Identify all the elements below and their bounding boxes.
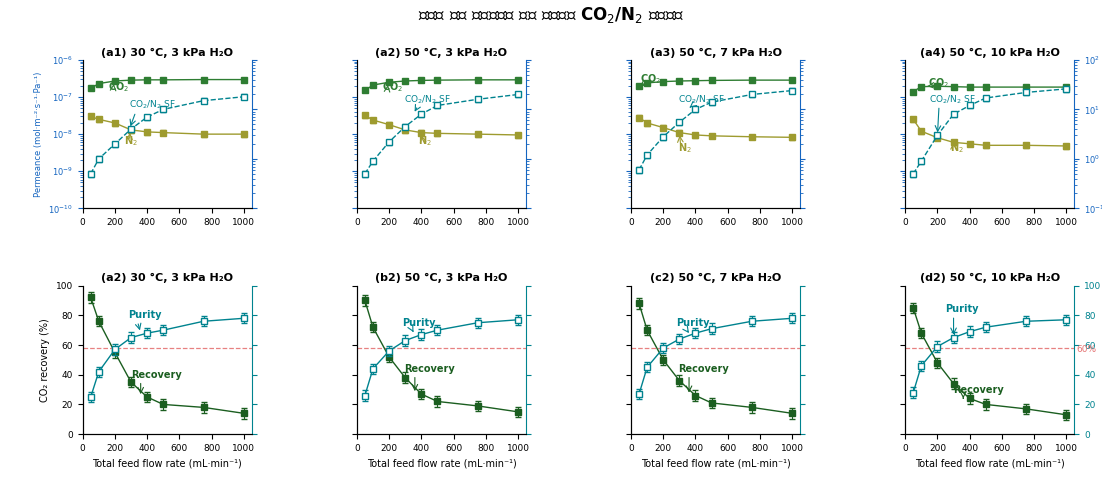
Text: CO$_2$/N$_2$ SF: CO$_2$/N$_2$ SF — [403, 93, 451, 106]
Text: N$_2$: N$_2$ — [418, 134, 432, 148]
Text: Purity: Purity — [402, 318, 435, 328]
Title: (a1) 30 °C, 3 kPa H₂O: (a1) 30 °C, 3 kPa H₂O — [101, 47, 234, 58]
Title: (d2) 50 °C, 10 kPa H₂O: (d2) 50 °C, 10 kPa H₂O — [920, 273, 1060, 283]
Text: Purity: Purity — [946, 304, 979, 314]
Title: (a3) 50 °C, 7 kPa H₂O: (a3) 50 °C, 7 kPa H₂O — [650, 47, 781, 58]
Text: Recovery: Recovery — [679, 364, 730, 374]
Text: Recovery: Recovery — [953, 385, 1004, 395]
Text: Recovery: Recovery — [131, 370, 182, 380]
Text: CO$_2$: CO$_2$ — [108, 80, 129, 94]
Text: Recovery: Recovery — [404, 364, 455, 374]
Text: N$_2$: N$_2$ — [678, 141, 692, 155]
Text: Purity: Purity — [128, 310, 161, 320]
Text: CO$_2$/N$_2$ SF: CO$_2$/N$_2$ SF — [929, 93, 976, 106]
Text: CO$_2$: CO$_2$ — [928, 76, 949, 90]
Text: 60%: 60% — [1076, 345, 1096, 354]
Title: (a2) 50 °C, 3 kPa H₂O: (a2) 50 °C, 3 kPa H₂O — [376, 47, 507, 58]
X-axis label: Total feed flow rate (mL·min⁻¹): Total feed flow rate (mL·min⁻¹) — [93, 459, 242, 469]
Title: (a2) 30 °C, 3 kPa H₂O: (a2) 30 °C, 3 kPa H₂O — [101, 273, 234, 283]
X-axis label: Total feed flow rate (mL·min⁻¹): Total feed flow rate (mL·min⁻¹) — [915, 459, 1065, 469]
X-axis label: Total feed flow rate (mL·min⁻¹): Total feed flow rate (mL·min⁻¹) — [640, 459, 790, 469]
Title: (c2) 50 °C, 7 kPa H₂O: (c2) 50 °C, 7 kPa H₂O — [650, 273, 781, 283]
Text: CO$_2$/N$_2$ SF: CO$_2$/N$_2$ SF — [129, 98, 176, 111]
Title: (a4) 50 °C, 10 kPa H₂O: (a4) 50 °C, 10 kPa H₂O — [920, 47, 1060, 58]
Y-axis label: CO₂ recovery (%): CO₂ recovery (%) — [40, 318, 50, 402]
X-axis label: Total feed flow rate (mL·min⁻¹): Total feed flow rate (mL·min⁻¹) — [367, 459, 517, 469]
Text: Purity: Purity — [677, 318, 710, 328]
Text: CO$_2$: CO$_2$ — [640, 72, 661, 86]
Y-axis label: Permeance (mol·m⁻²·s⁻¹·Pa⁻¹): Permeance (mol·m⁻²·s⁻¹·Pa⁻¹) — [34, 71, 43, 197]
Title: (b2) 50 °C, 3 kPa H₂O: (b2) 50 °C, 3 kPa H₂O — [376, 273, 508, 283]
Text: N$_2$: N$_2$ — [123, 134, 138, 148]
Text: CO$_2$: CO$_2$ — [381, 80, 403, 94]
Text: 슬도에 따른 제올라이트 단일 분리막의 CO$_2$/N$_2$ 분리성능: 슬도에 따른 제올라이트 단일 분리막의 CO$_2$/N$_2$ 분리성능 — [418, 5, 684, 25]
Text: CO$_2$/N$_2$ SF: CO$_2$/N$_2$ SF — [678, 93, 725, 106]
Text: N$_2$: N$_2$ — [950, 141, 964, 155]
